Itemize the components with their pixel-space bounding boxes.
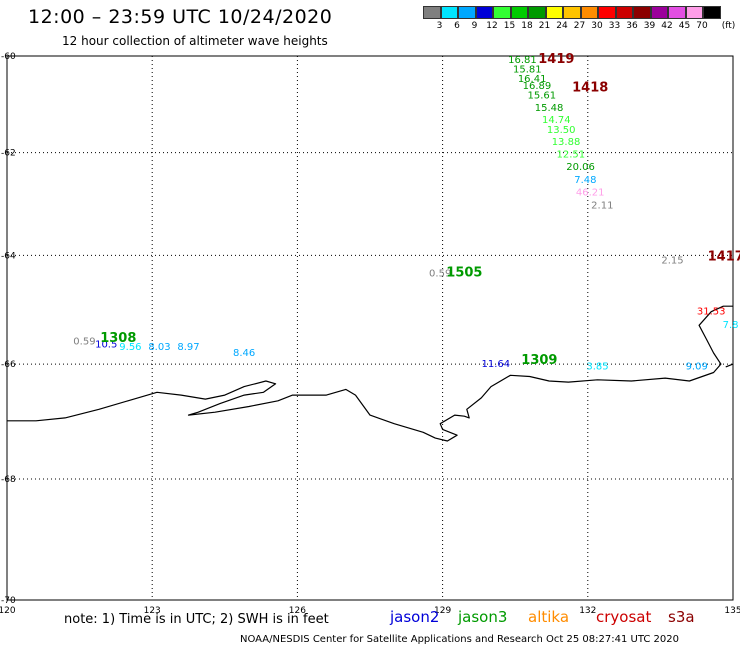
wave-height-label: 20.06 xyxy=(566,162,595,173)
wave-height-label: 10.5 xyxy=(95,339,117,350)
color-swatch xyxy=(633,6,651,19)
longitude-label: 123 xyxy=(144,606,161,616)
wave-height-label: 9.09 xyxy=(686,362,708,373)
wave-height-label: 16.81 xyxy=(508,55,537,66)
longitude-label: 120 xyxy=(0,606,16,616)
color-scale-label: 39 xyxy=(643,21,656,31)
legend-item-cryosat: cryosat xyxy=(596,608,652,626)
latitude-label: -68 xyxy=(1,475,16,485)
color-scale-label: 21 xyxy=(538,21,551,31)
pass-time-label: 1418 xyxy=(572,81,608,96)
legend-item-jason2: jason2 xyxy=(390,608,440,626)
color-scale-label: 27 xyxy=(573,21,586,31)
pass-time-label: 1505 xyxy=(446,266,482,281)
latitude-label: -66 xyxy=(1,360,16,370)
color-swatch xyxy=(440,6,458,19)
color-scale-unit: (ft) xyxy=(721,21,736,31)
color-swatch xyxy=(703,6,721,19)
coastline-fragment xyxy=(725,363,734,368)
wave-height-label: 16.89 xyxy=(523,81,552,92)
wave-height-label: 0.59 xyxy=(73,337,95,348)
color-scale-labels: 3 6 9 12 15 18 21 24 27 30 33 36 39 42 45 70 (ft) xyxy=(423,21,740,35)
wave-height-label: 8.97 xyxy=(177,342,199,353)
wave-height-label: 8.03 xyxy=(148,342,170,353)
wave-height-label: 12.51 xyxy=(557,150,586,161)
color-swatch xyxy=(458,6,476,19)
wave-height-label: 15.81 xyxy=(513,64,542,75)
color-scale-label: 45 xyxy=(678,21,691,31)
color-scale-label: 12 xyxy=(486,21,498,31)
color-swatch xyxy=(493,6,511,19)
latitude-label: -64 xyxy=(1,251,16,261)
wave-height-label: 13.88 xyxy=(552,137,581,148)
legend-item-jason3: jason3 xyxy=(458,608,508,626)
note-text: note: 1) Time is in UTC; 2) SWH is in fe… xyxy=(64,612,329,627)
color-scale-bar xyxy=(423,6,721,19)
longitude-label: 135 xyxy=(724,606,740,616)
color-scale-label: 42 xyxy=(661,21,673,31)
wave-height-label: 46.21 xyxy=(576,188,605,199)
wave-height-label: 3.85 xyxy=(586,362,608,373)
color-swatch xyxy=(598,6,616,19)
wave-height-label: 13.50 xyxy=(547,125,576,136)
wave-height-label: 14.74 xyxy=(542,115,571,126)
color-scale-label: 15 xyxy=(503,21,516,31)
legend-item-s3a: s3a xyxy=(668,608,695,626)
map-frame xyxy=(6,55,734,601)
wave-height-label: 15.61 xyxy=(527,91,556,102)
color-swatch xyxy=(563,6,581,19)
color-swatch xyxy=(580,6,598,19)
color-swatch xyxy=(615,6,633,19)
wave-height-label: 2.15 xyxy=(661,255,683,266)
color-swatch xyxy=(668,6,686,19)
color-scale-label: 36 xyxy=(626,21,638,31)
color-scale-label: 6 xyxy=(454,21,460,31)
map-subtitle: 12 hour collection of altimeter wave hei… xyxy=(62,34,328,48)
longitude-label: 126 xyxy=(289,606,306,616)
latitude-label: -60 xyxy=(1,52,16,62)
coastline xyxy=(7,305,733,442)
wave-height-label: 8.46 xyxy=(233,348,255,359)
color-swatch xyxy=(545,6,563,19)
color-swatch xyxy=(685,6,703,19)
wave-height-label: 31.53 xyxy=(697,306,726,317)
longitude-label: 129 xyxy=(434,606,451,616)
legend-item-altika: altika xyxy=(528,608,570,626)
color-scale-label: 70 xyxy=(696,21,708,31)
color-scale-label: 33 xyxy=(608,21,621,31)
map-title: 12:00 – 23:59 UTC 10/24/2020 xyxy=(28,6,333,28)
wave-height-label: 7.48 xyxy=(574,175,596,186)
color-scale-label: 18 xyxy=(521,21,533,31)
latitude-label: -70 xyxy=(1,596,16,606)
wave-height-label: 11.64 xyxy=(482,359,511,370)
color-swatch xyxy=(475,6,493,19)
color-swatch xyxy=(510,6,528,19)
color-swatch xyxy=(650,6,668,19)
wave-height-label: 7.8 xyxy=(723,320,739,331)
color-scale-label: 3 xyxy=(436,21,443,31)
pass-time-label: 1308 xyxy=(100,331,136,346)
wave-height-label: 9.56 xyxy=(119,342,141,353)
color-swatch xyxy=(528,6,546,19)
pass-time-label: 1417 xyxy=(708,250,740,265)
wave-height-label: 15.48 xyxy=(535,103,564,114)
color-scale-label: 9 xyxy=(471,21,478,31)
footer-credit: NOAA/NESDIS Center for Satellite Applica… xyxy=(240,634,679,645)
latitude-label: -62 xyxy=(1,149,16,159)
pass-time-label: 1309 xyxy=(521,353,557,368)
wave-height-label: 16.41 xyxy=(518,74,547,85)
color-scale-label: 30 xyxy=(591,21,603,31)
pass-time-label: 1419 xyxy=(538,52,574,67)
color-swatch xyxy=(423,6,441,19)
longitude-label: 132 xyxy=(579,606,596,616)
color-scale-label: 24 xyxy=(556,21,568,31)
wave-height-label: 0.59 xyxy=(429,269,451,280)
wave-height-label: 2.11 xyxy=(591,200,613,211)
